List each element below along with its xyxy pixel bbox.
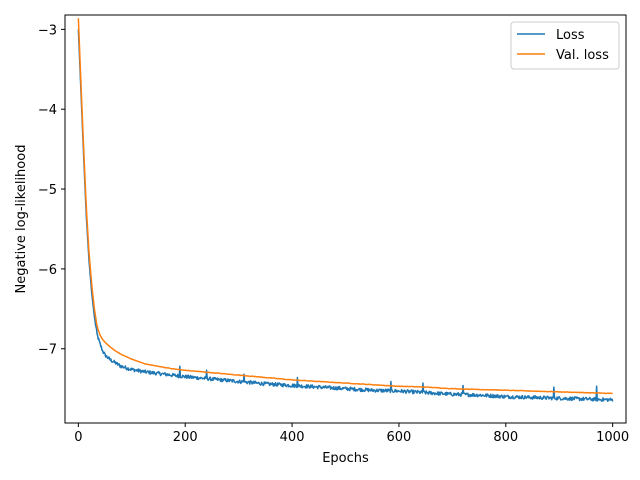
y-tick-label: −5	[38, 183, 57, 198]
y-axis-label: Negative log-likelihood	[14, 145, 29, 294]
x-tick-label: 200	[173, 430, 198, 445]
series-line-0	[77, 29, 614, 403]
x-tick-label: 1000	[596, 430, 629, 445]
series-layer	[77, 18, 614, 403]
x-tick-label: 800	[493, 430, 518, 445]
x-axis-label: Epochs	[322, 451, 369, 466]
plot-frame	[64, 14, 627, 424]
y-tick-label: −6	[38, 263, 57, 278]
legend: Loss Val. loss	[510, 21, 620, 70]
x-axis: 0 200 400 600 800 1000	[74, 423, 629, 445]
x-tick-label: 0	[74, 430, 82, 445]
legend-label: Loss	[556, 28, 585, 43]
y-axis: −3 −4 −5 −6 −7	[38, 23, 65, 358]
series-line-1	[77, 18, 613, 395]
y-tick-label: −7	[38, 343, 57, 358]
y-tick-label: −4	[38, 103, 57, 118]
x-tick-label: 400	[280, 430, 305, 445]
legend-label: Val. loss	[556, 48, 609, 63]
x-tick-label: 600	[387, 430, 412, 445]
y-tick-label: −3	[38, 23, 57, 38]
